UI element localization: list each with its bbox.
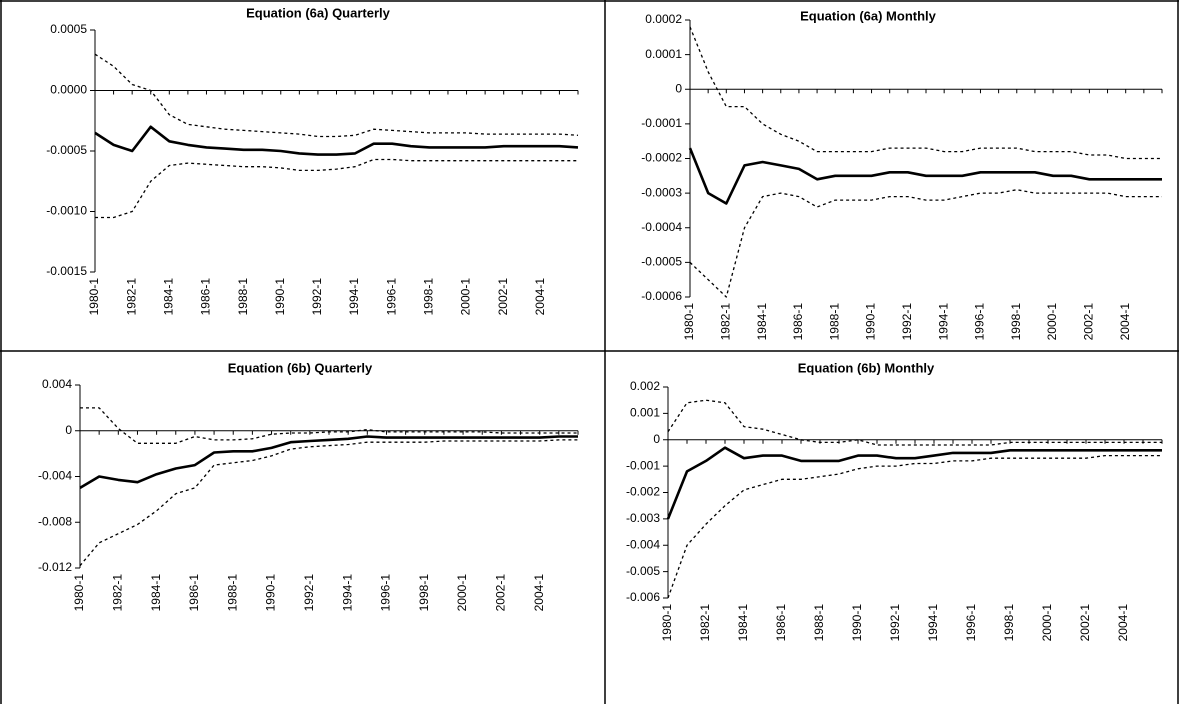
band-line [80,407,578,444]
x-tick-label: 1990-1 [850,604,864,642]
x-tick-label: 1994-1 [340,574,354,612]
x-tick-label: 2002-1 [496,278,510,316]
chart-title: Equation (6a) Quarterly [246,5,391,20]
x-tick-label: 2000-1 [459,278,473,316]
chart-title: Equation (6b) Monthly [798,360,935,375]
y-tick-label: 0.0005 [50,22,87,36]
y-tick-label: -0.0001 [641,116,682,130]
x-tick-label: 1982-1 [124,278,138,316]
y-tick-label: -0.0004 [641,220,682,234]
x-tick-label: 1984-1 [755,303,769,341]
y-tick-label: -0.001 [626,458,660,472]
x-tick-label: 1986-1 [187,574,201,612]
y-tick-label: -0.003 [626,511,660,525]
y-tick-label: 0.0001 [645,47,682,61]
x-tick-label: 1998-1 [417,574,431,612]
x-tick-label: 1992-1 [900,303,914,341]
band-line [667,454,1162,599]
x-tick-label: 1988-1 [812,604,826,642]
band-line [94,53,579,138]
x-tick-label: 1998-1 [1009,303,1023,341]
x-tick-label: 1980-1 [660,604,674,642]
x-tick-label: 1988-1 [236,278,250,316]
x-tick-label: 1982-1 [110,574,124,612]
y-tick-label: 0 [65,423,72,437]
x-tick-label: 1996-1 [379,574,393,612]
y-tick-label: -0.005 [626,564,660,578]
x-tick-label: 1986-1 [199,278,213,316]
estimate-line [688,147,1162,205]
x-tick-label: 1990-1 [273,278,287,316]
y-tick-label: -0.004 [38,469,72,483]
x-tick-label: 2004-1 [532,574,546,612]
y-tick-label: -0.0002 [641,151,682,165]
x-tick-label: 1984-1 [161,278,175,316]
x-tick-label: 1988-1 [827,303,841,341]
x-tick-label: 1980-1 [682,303,696,341]
x-tick-label: 1994-1 [347,278,361,316]
y-tick-label: -0.006 [626,590,660,604]
chart-title: Equation (6a) Monthly [800,8,937,23]
x-tick-label: 1990-1 [264,574,278,612]
band-line [689,189,1162,298]
y-tick-label: 0.001 [630,406,660,420]
x-tick-label: 1986-1 [774,604,788,642]
band-line [667,399,1162,446]
y-tick-label: 0.0002 [645,12,682,26]
band-line [95,158,578,219]
y-tick-label: 0 [675,81,682,95]
x-tick-label: 2004-1 [533,278,547,316]
x-tick-label: 1984-1 [736,604,750,642]
y-tick-label: 0.002 [630,379,660,393]
estimate-line [666,446,1162,520]
y-tick-label: -0.0010 [46,204,87,218]
x-tick-label: 2002-1 [494,574,508,612]
x-tick-label: 2000-1 [1045,303,1059,341]
y-tick-label: 0 [653,432,660,446]
x-tick-label: 1992-1 [310,278,324,316]
x-tick-label: 2000-1 [455,574,469,612]
x-tick-label: 1980-1 [87,278,101,316]
y-tick-label: -0.0005 [46,143,87,157]
x-tick-label: 2000-1 [1040,604,1054,642]
x-tick-label: 1990-1 [864,303,878,341]
x-tick-label: 2004-1 [1116,604,1130,642]
x-tick-label: 1992-1 [302,574,316,612]
x-tick-label: 2004-1 [1118,303,1132,341]
estimate-line [94,125,579,156]
x-tick-label: 2002-1 [1078,604,1092,642]
y-tick-label: -0.002 [626,485,660,499]
y-tick-label: -0.0005 [641,255,682,269]
x-tick-label: 1994-1 [926,604,940,642]
x-tick-label: 1986-1 [791,303,805,341]
x-tick-label: 1982-1 [698,604,712,642]
y-tick-label: -0.012 [38,560,72,574]
x-tick-label: 1988-1 [225,574,239,612]
y-tick-label: -0.004 [626,537,660,551]
x-tick-label: 1996-1 [384,278,398,316]
x-tick-label: 1998-1 [1002,604,1016,642]
y-tick-label: -0.008 [38,514,72,528]
chart-title: Equation (6b) Quarterly [228,360,373,375]
x-tick-label: 1992-1 [888,604,902,642]
x-tick-label: 1982-1 [718,303,732,341]
x-tick-label: 1996-1 [964,604,978,642]
band-line [689,26,1162,160]
band-line [79,439,578,567]
y-tick-label: -0.0003 [641,185,682,199]
y-tick-label: 0.0000 [50,83,87,97]
x-tick-label: 1984-1 [149,574,163,612]
x-tick-label: 1998-1 [422,278,436,316]
y-tick-label: -0.0006 [641,289,682,303]
x-tick-label: 1996-1 [973,303,987,341]
y-tick-label: 0.004 [42,377,72,391]
x-tick-label: 2002-1 [1082,303,1096,341]
y-tick-label: -0.0015 [46,264,87,278]
x-tick-label: 1980-1 [72,574,86,612]
x-tick-label: 1994-1 [936,303,950,341]
estimate-line [79,435,578,490]
